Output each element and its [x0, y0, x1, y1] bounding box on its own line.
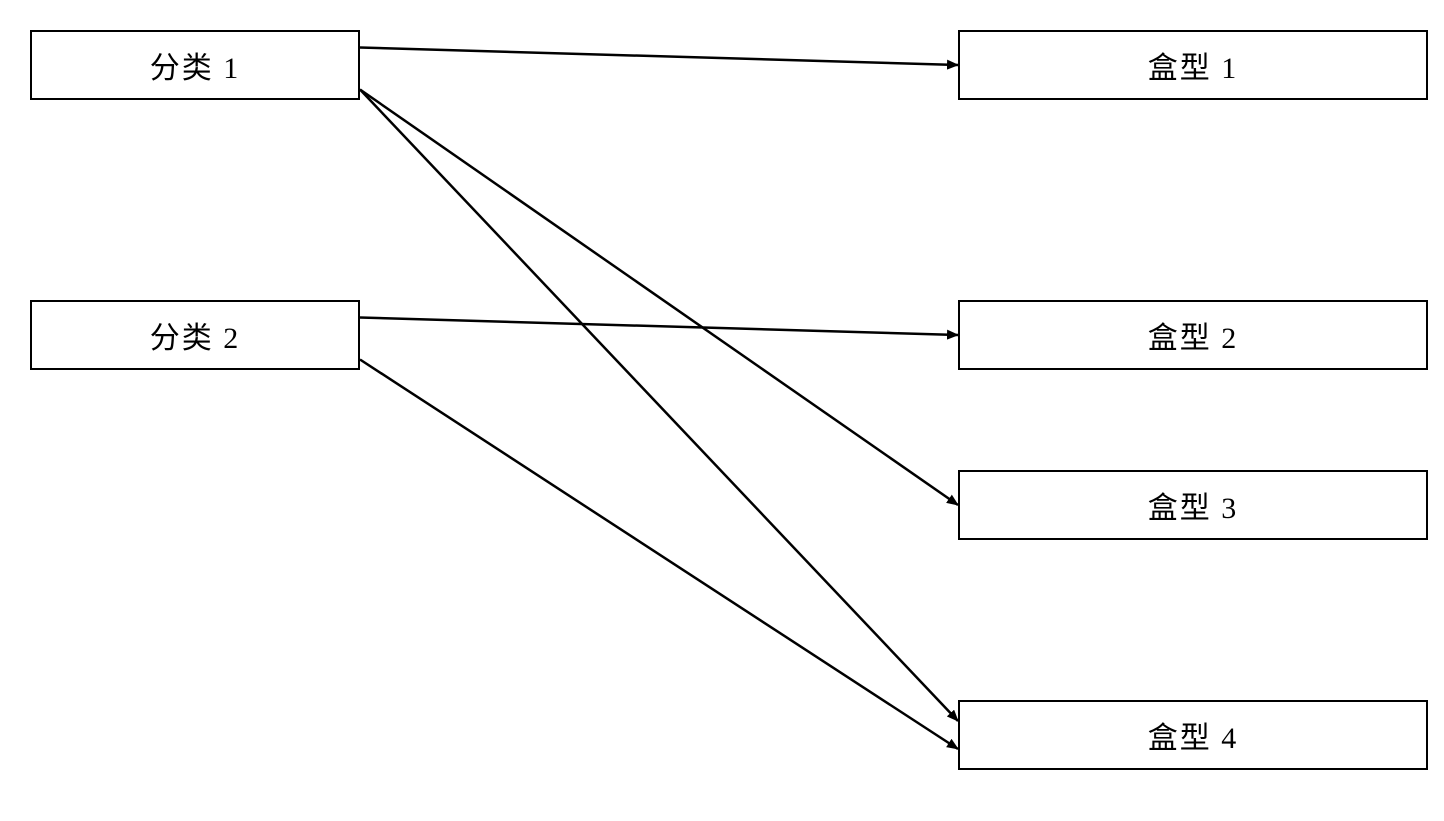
edge-cat1-to-box1 — [360, 48, 958, 66]
box-node-4-label: 盒型 4 — [1148, 713, 1239, 757]
diagram-canvas: 分类 1 分类 2 盒型 1 盒型 2 盒型 3 盒型 4 — [0, 0, 1444, 821]
category-node-1: 分类 1 — [30, 30, 360, 100]
box-node-1: 盒型 1 — [958, 30, 1428, 100]
box-node-3: 盒型 3 — [958, 470, 1428, 540]
edge-cat1-to-box3 — [360, 90, 958, 506]
edges-layer — [0, 0, 1444, 821]
category-node-1-label: 分类 1 — [150, 43, 241, 87]
edge-cat2-to-box4 — [360, 360, 958, 750]
category-node-2: 分类 2 — [30, 300, 360, 370]
category-node-2-label: 分类 2 — [150, 313, 241, 357]
box-node-2-label: 盒型 2 — [1148, 313, 1239, 357]
box-node-3-label: 盒型 3 — [1148, 483, 1239, 527]
edge-cat1-to-box4 — [360, 90, 958, 722]
box-node-4: 盒型 4 — [958, 700, 1428, 770]
box-node-1-label: 盒型 1 — [1148, 43, 1239, 87]
box-node-2: 盒型 2 — [958, 300, 1428, 370]
edge-cat2-to-box2 — [360, 318, 958, 336]
